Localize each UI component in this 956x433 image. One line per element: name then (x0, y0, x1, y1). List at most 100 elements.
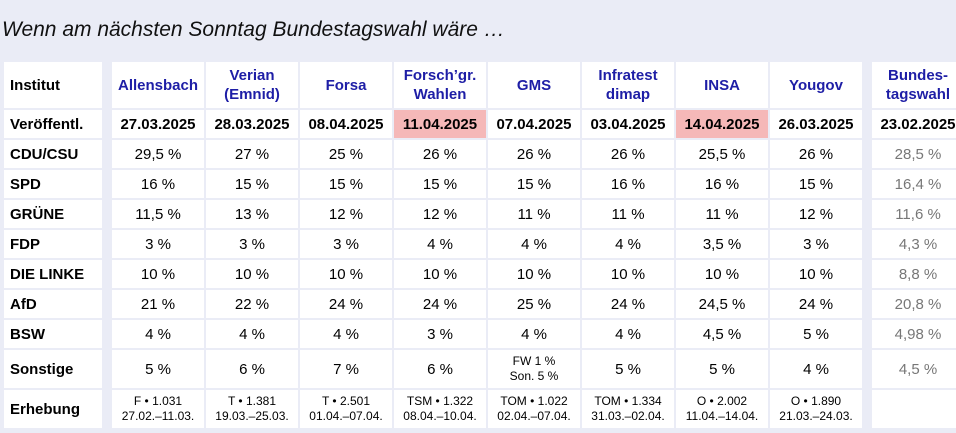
institute-link[interactable]: Verian (Emnid) (224, 67, 280, 103)
party-row: BSW 4 % 4 % 4 % 3 % 4 % 4 % 4,5 % 5 % 4,98 % (4, 320, 956, 348)
row-label: Erhebung (4, 390, 102, 428)
survey-info: TOM • 1.022 02.04.–07.04. (488, 390, 580, 428)
poll-value: 3 % (206, 230, 298, 258)
poll-value: 3,5 % (676, 230, 768, 258)
election-survey-empty (872, 390, 956, 428)
poll-value: 15 % (394, 170, 486, 198)
party-label: AfD (4, 290, 102, 318)
published-date: 26.03.2025 (770, 110, 862, 138)
institute-link[interactable]: GMS (516, 76, 552, 94)
poll-value: 3 % (770, 230, 862, 258)
poll-value: 26 % (582, 140, 674, 168)
poll-value: 11 % (488, 200, 580, 228)
election-value: 28,5 % (872, 140, 956, 168)
header-infratest[interactable]: Infratest dimap (582, 62, 674, 108)
poll-value: 4 % (582, 230, 674, 258)
poll-value: 22 % (206, 290, 298, 318)
poll-value: 4 % (300, 320, 392, 348)
election-value: 4,5 % (872, 350, 956, 388)
poll-value: 24 % (582, 290, 674, 318)
poll-value: 24 % (770, 290, 862, 318)
published-date-highlighted: 11.04.2025 (394, 110, 486, 138)
institute-link[interactable]: Forsch’gr. Wahlen (403, 67, 477, 103)
survey-info: F • 1.031 27.02.–11.03. (112, 390, 204, 428)
survey-row: Erhebung F • 1.031 27.02.–11.03. T • 1.38… (4, 390, 956, 428)
institute-link[interactable]: Forsa (325, 76, 367, 94)
poll-value: 10 % (582, 260, 674, 288)
poll-value: 24 % (394, 290, 486, 318)
poll-value: 24,5 % (676, 290, 768, 318)
party-label: DIE LINKE (4, 260, 102, 288)
party-label: SPD (4, 170, 102, 198)
survey-info: T • 2.501 01.04.–07.04. (300, 390, 392, 428)
election-date: 23.02.2025 (872, 110, 956, 138)
poll-value: 15 % (770, 170, 862, 198)
published-date: 27.03.2025 (112, 110, 204, 138)
header-forschgr[interactable]: Forsch’gr. Wahlen (394, 62, 486, 108)
published-date-highlighted: 14.04.2025 (676, 110, 768, 138)
election-value: 8,8 % (872, 260, 956, 288)
poll-value: 5 % (582, 350, 674, 388)
institute-link[interactable]: Yougov (789, 76, 843, 94)
poll-value: 4 % (394, 230, 486, 258)
poll-value-gms-split: FW 1 % Son. 5 % (488, 350, 580, 388)
poll-value: 4 % (582, 320, 674, 348)
page-title: Wenn am nächsten Sonntag Bundestagswahl … (2, 18, 505, 41)
poll-value: 4 % (112, 320, 204, 348)
poll-value: 16 % (112, 170, 204, 198)
poll-value: 6 % (206, 350, 298, 388)
poll-value: 10 % (488, 260, 580, 288)
header-allensbach[interactable]: Allensbach (112, 62, 204, 108)
row-label: Veröffentl. (4, 110, 102, 138)
survey-info: T • 1.381 19.03.–25.03. (206, 390, 298, 428)
header-institut: Institut (4, 62, 102, 108)
poll-value: 3 % (300, 230, 392, 258)
header-verian[interactable]: Verian (Emnid) (206, 62, 298, 108)
poll-value: 13 % (206, 200, 298, 228)
poll-value: 15 % (300, 170, 392, 198)
poll-value: 4 % (488, 230, 580, 258)
party-row-sonstige: Sonstige 5 % 6 % 7 % 6 % FW 1 % Son. 5 % … (4, 350, 956, 388)
poll-value: 11 % (582, 200, 674, 228)
header-bundestagswahl[interactable]: Bundes-tagswahl (872, 62, 956, 108)
election-value: 20,8 % (872, 290, 956, 318)
published-row: Veröffentl. 27.03.2025 28.03.2025 08.04.… (4, 110, 956, 138)
header-row: Institut Allensbach Verian (Emnid) Forsa … (4, 62, 956, 108)
poll-value: 10 % (676, 260, 768, 288)
poll-value: 25 % (300, 140, 392, 168)
party-label: FDP (4, 230, 102, 258)
poll-value: 15 % (206, 170, 298, 198)
poll-table: Institut Allensbach Verian (Emnid) Forsa … (2, 60, 956, 430)
party-row: CDU/CSU 29,5 % 27 % 25 % 26 % 26 % 26 % 25,5 % 2… (4, 140, 956, 168)
poll-value: 4,5 % (676, 320, 768, 348)
election-value: 4,3 % (872, 230, 956, 258)
poll-value: 10 % (300, 260, 392, 288)
header-insa[interactable]: INSA (676, 62, 768, 108)
poll-value: 27 % (206, 140, 298, 168)
poll-value: 12 % (394, 200, 486, 228)
survey-info: O • 2.002 11.04.–14.04. (676, 390, 768, 428)
poll-value: 26 % (770, 140, 862, 168)
poll-value: 4 % (206, 320, 298, 348)
header-gms[interactable]: GMS (488, 62, 580, 108)
poll-value: 25,5 % (676, 140, 768, 168)
election-value: 16,4 % (872, 170, 956, 198)
poll-value: 15 % (488, 170, 580, 198)
poll-value: 4 % (770, 350, 862, 388)
survey-info: TOM • 1.334 31.03.–02.04. (582, 390, 674, 428)
poll-value: 24 % (300, 290, 392, 318)
institute-link[interactable]: Infratest dimap (598, 67, 658, 103)
poll-value: 3 % (394, 320, 486, 348)
poll-value: 5 % (676, 350, 768, 388)
election-link[interactable]: Bundes-tagswahl (885, 67, 951, 103)
header-yougov[interactable]: Yougov (770, 62, 862, 108)
header-forsa[interactable]: Forsa (300, 62, 392, 108)
poll-value: 5 % (112, 350, 204, 388)
institute-link[interactable]: Allensbach (117, 76, 199, 94)
poll-value: 16 % (676, 170, 768, 198)
poll-value: 10 % (394, 260, 486, 288)
published-date: 08.04.2025 (300, 110, 392, 138)
party-row: DIE LINKE 10 % 10 % 10 % 10 % 10 % 10 % 10 % 10 … (4, 260, 956, 288)
institute-link[interactable]: INSA (704, 76, 740, 94)
poll-value: 26 % (488, 140, 580, 168)
